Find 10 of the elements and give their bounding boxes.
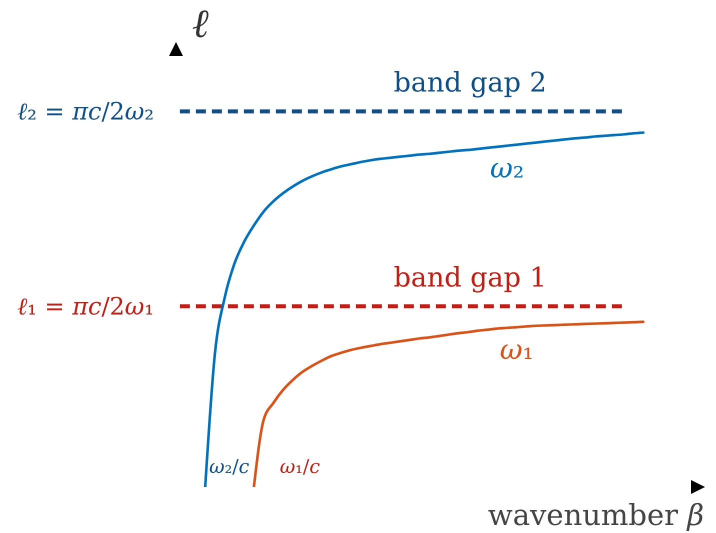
annotation: band gap 1 xyxy=(394,262,547,294)
series-label: ω₁ xyxy=(500,333,534,366)
annotation: ω₁/c xyxy=(280,456,320,478)
y-axis-title: ℓ xyxy=(192,1,209,47)
annotation: ω₂/c xyxy=(209,456,250,478)
series-label: ω₂ xyxy=(490,152,524,185)
annotation: band gap 2 xyxy=(394,67,547,98)
ref-line-label: ℓ₁ = πc/2ω₁ xyxy=(17,292,154,320)
ref-line-label: ℓ₂ = πc/2ω₂ xyxy=(17,97,154,126)
x-axis-title: wavenumber β xyxy=(488,498,704,532)
